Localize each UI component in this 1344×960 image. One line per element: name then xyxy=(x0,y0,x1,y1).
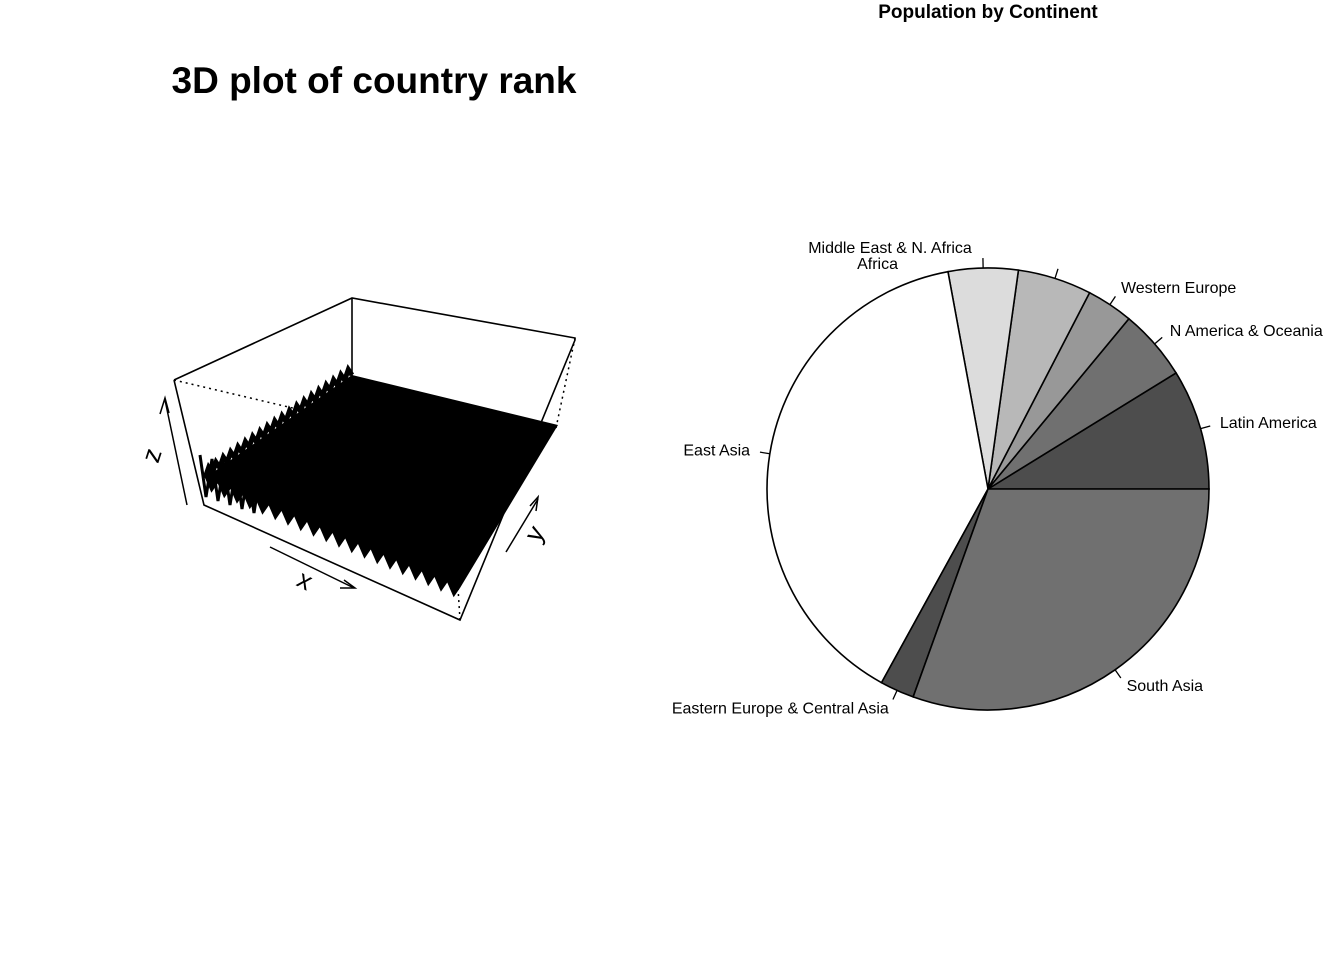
pie-label-tick xyxy=(1114,669,1122,679)
pie-labels: Latin America N America & Oceania Western … xyxy=(672,240,1323,718)
pie-slice xyxy=(912,488,1210,711)
pie-label: Middle East & N. Africa xyxy=(808,240,972,257)
pie-label-tick xyxy=(1200,425,1211,430)
surface-ridge xyxy=(202,364,355,479)
pie-label: Eastern Europe & Central Asia xyxy=(672,701,889,718)
pie-label: Latin America xyxy=(1220,415,1317,432)
box-visible-edges xyxy=(173,297,576,622)
pie-label-tick xyxy=(1154,336,1163,345)
pie-label: N America & Oceania xyxy=(1170,323,1323,340)
chart-title: 3D plot of country rank xyxy=(172,60,577,101)
surface-mesh xyxy=(198,364,558,598)
pie-label: Africa xyxy=(857,256,898,273)
pie-label-tick xyxy=(892,690,898,700)
axis-arrows xyxy=(159,395,540,589)
pie-slice xyxy=(985,371,1210,490)
surface-front-edge xyxy=(205,420,460,598)
pie-label-tick xyxy=(1109,295,1116,306)
surface-3d-chart: 3D plot of country rank z x y xyxy=(135,60,577,622)
pie-slices xyxy=(766,267,1210,711)
box-hidden-edges xyxy=(173,337,576,621)
pie-label: Western Europe xyxy=(1121,280,1236,297)
pie-label: East Asia xyxy=(683,443,750,460)
pie-label-tick xyxy=(759,451,770,455)
pie-slice xyxy=(766,270,989,684)
pie-label: South Asia xyxy=(1127,678,1204,695)
pie-label-tick xyxy=(1054,268,1059,279)
chart-title: Population by Continent xyxy=(878,2,1098,23)
